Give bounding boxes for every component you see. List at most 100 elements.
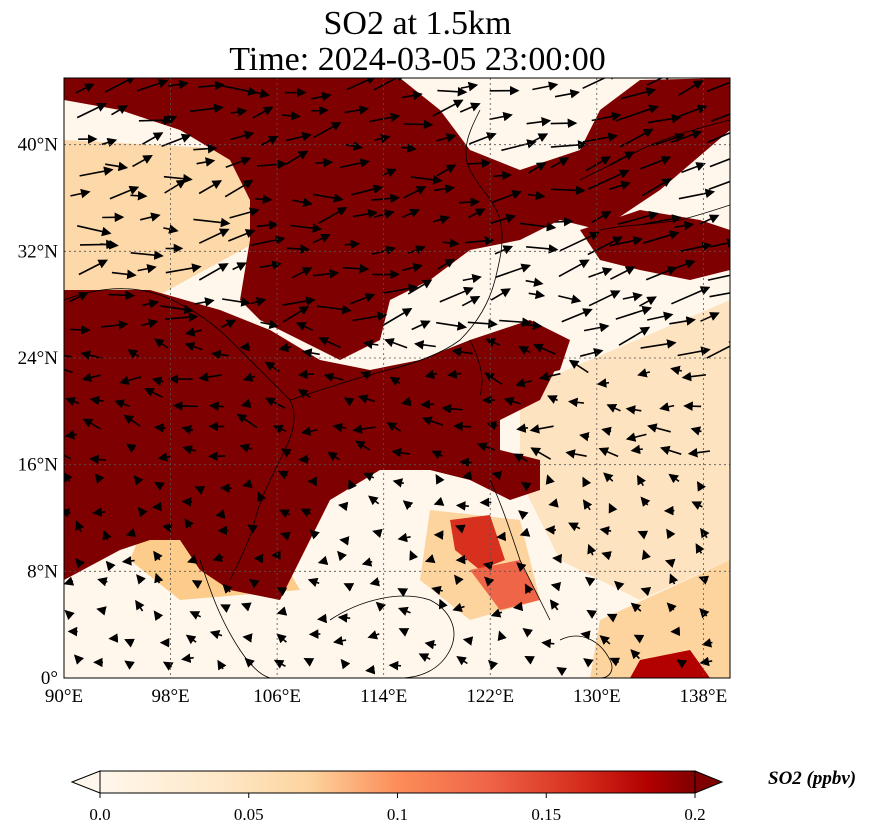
wind-arrow (669, 316, 696, 326)
lon-tick-label: 138°E (680, 686, 728, 707)
wind-arrow (137, 506, 148, 518)
wind-arrow (615, 305, 652, 320)
wind-arrow (640, 339, 677, 349)
colorbar-tick-label: 0.05 (234, 805, 264, 824)
wind-arrow (100, 240, 119, 250)
wind-arrow (137, 263, 157, 274)
so2-field (64, 78, 730, 678)
wind-arrow (438, 598, 448, 610)
wind-arrow (290, 223, 323, 233)
wind-arrow (232, 262, 247, 272)
wind-arrow (516, 423, 529, 433)
wind-arrow (528, 162, 547, 174)
wind-arrow (490, 608, 503, 618)
wind-arrow (135, 599, 145, 612)
wind-arrow (529, 133, 549, 144)
wind-arrow (64, 350, 72, 361)
lon-tick-label: 122°E (466, 686, 514, 707)
wind-arrow (130, 190, 148, 201)
wind-arrow (646, 78, 674, 87)
colorbar (70, 770, 724, 794)
wind-arrow (217, 659, 227, 671)
wind-arrow (344, 105, 369, 115)
wind-arrow (124, 638, 135, 648)
wind-arrow (435, 474, 445, 485)
wind-arrow (491, 470, 503, 481)
wind-arrow (532, 81, 559, 91)
wind-arrow (619, 128, 654, 148)
wind-arrow (490, 213, 517, 225)
wind-arrow (119, 375, 142, 386)
wind-arrow (669, 573, 679, 585)
wind-arrow (588, 290, 621, 307)
wind-arrow (154, 572, 164, 584)
wind-arrow (312, 234, 331, 244)
wind-arrow (303, 658, 315, 667)
wind-arrow (186, 554, 198, 564)
wind-arrow (579, 432, 590, 442)
wind-arrow (160, 304, 194, 315)
wind-arrow (332, 422, 347, 433)
colorbar-tick-label: 0.1 (387, 805, 408, 824)
wind-arrow (554, 89, 580, 99)
wind-arrow (311, 91, 332, 102)
wind-arrow (280, 448, 292, 458)
wind-arrow (482, 561, 494, 571)
wind-arrow (374, 133, 391, 144)
wind-arrow (568, 359, 589, 374)
wind-arrow (492, 190, 522, 204)
wind-arrow (153, 550, 163, 562)
wind-arrow (530, 447, 552, 460)
wind-arrow (512, 601, 524, 612)
wind-arrow (224, 179, 254, 198)
wind-arrow (151, 501, 162, 512)
wind-arrow (181, 653, 194, 663)
wind-arrow (132, 155, 153, 168)
wind-arrow (707, 274, 730, 281)
wind-arrow (282, 306, 310, 323)
wind-arrow (181, 425, 194, 435)
wind-arrow (409, 550, 419, 561)
wind-arrow (344, 239, 361, 250)
wind-arrow (518, 510, 529, 520)
wind-arrow (298, 454, 310, 465)
wind-arrow (630, 602, 642, 613)
wind-arrow (710, 238, 730, 248)
map-title: SO2 at 1.5km (323, 5, 512, 42)
wind-arrow (220, 604, 231, 613)
wind-arrow (587, 169, 630, 190)
wind-arrow (699, 214, 720, 225)
wind-arrow (221, 84, 258, 96)
field-band-light (64, 140, 260, 300)
wind-arrow (640, 155, 672, 170)
wind-arrow (550, 581, 562, 592)
wind-arrow (485, 338, 501, 348)
wind-arrow (140, 212, 161, 222)
wind-arrow (82, 418, 102, 430)
wind-arrow (596, 378, 610, 388)
wind-arrow (184, 342, 203, 352)
wind-arrow (601, 426, 612, 437)
wind-arrow (75, 83, 95, 94)
wind-arrow (165, 263, 202, 274)
wind-arrow (442, 238, 460, 248)
wind-arrow (257, 491, 267, 503)
wind-arrow (403, 119, 434, 130)
lat-tick-label: 32°N (18, 241, 59, 262)
wind-arrow (707, 132, 730, 144)
wind-arrow (556, 666, 568, 677)
wind-arrow (198, 180, 223, 195)
wind-arrow (96, 606, 107, 616)
wind-arrow (522, 627, 533, 638)
wind-arrow (198, 263, 229, 281)
map-subtitle-time: Time: 2024-03-05 23:00:00 (229, 41, 606, 78)
wind-arrow (447, 369, 462, 379)
wind-arrow (242, 478, 253, 489)
wind-arrow (550, 185, 586, 196)
wind-arrow (583, 658, 594, 668)
wind-arrow (622, 292, 643, 302)
wind-arrow (640, 496, 651, 507)
wind-arrow (348, 479, 357, 490)
wind-arrow (678, 80, 704, 96)
wind-arrow (580, 347, 604, 358)
